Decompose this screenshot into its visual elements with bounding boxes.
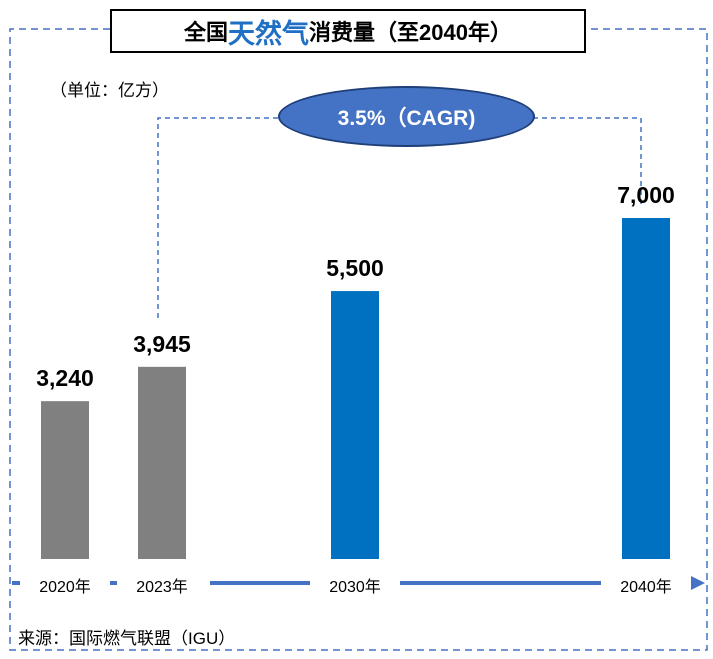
x-tick-label: 2023年 [117,573,207,597]
value-label: 3,945 [133,330,191,357]
source-label: 来源：国际燃气联盟（IGU） [18,629,236,648]
title-highlight: 天然气 [228,18,310,49]
bar-2030年 [331,291,379,559]
cagr-ellipse: 3.5%（CAGR) [278,86,535,147]
timeline-axis [12,575,705,591]
value-label: 3,240 [36,365,94,392]
bar-2040年 [622,218,670,559]
x-tick-label: 2040年 [601,573,691,597]
x-tick-label: 2020年 [20,573,110,597]
x-tick-label: 2030年 [310,573,400,597]
outer-dashed-frame [9,28,708,651]
bar-2023年 [138,366,186,559]
unit-label: （单位：亿方） [50,81,169,100]
value-label: 7,000 [617,182,675,208]
chart-title: 全国 天然气 消费量（至2040年） [110,9,586,53]
value-label: 5,500 [326,255,384,282]
bar-2020年 [41,401,89,559]
cagr-bracket-line [157,117,642,318]
cagr-label: 3.5%（CAGR) [337,106,476,130]
title-prefix: 全国 [184,20,229,45]
timeline-arrowhead [689,575,705,591]
title-suffix: 消费量（至2040年） [309,20,512,45]
